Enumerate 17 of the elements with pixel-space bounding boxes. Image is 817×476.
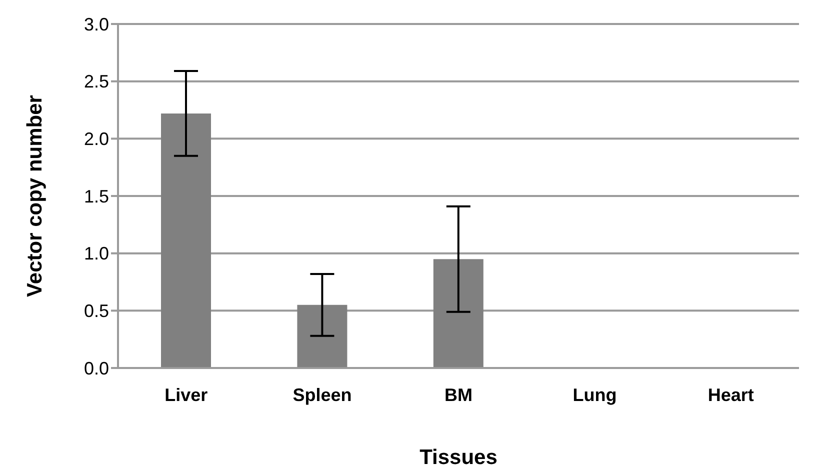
- y-tick-label: 1.5: [84, 186, 109, 206]
- bar: [433, 259, 484, 368]
- bar: [161, 113, 211, 368]
- x-tick-label: Lung: [572, 384, 617, 405]
- y-tick-label: 1.0: [84, 244, 109, 264]
- x-tick-label: Liver: [164, 384, 208, 405]
- y-tick-label: 2.5: [84, 72, 109, 92]
- y-tick-label: 0.5: [84, 301, 109, 322]
- x-tick-label: BM: [444, 384, 472, 405]
- x-axis-title: Tissues: [420, 446, 498, 469]
- y-tick-label: 2.0: [84, 129, 109, 150]
- y-axis-title: Vector copy number: [23, 95, 46, 297]
- y-tick-label: 0.0: [84, 358, 109, 378]
- bar: [297, 304, 348, 368]
- x-tick-label: Spleen: [292, 384, 352, 405]
- y-tick-label: 3.0: [84, 14, 109, 34]
- x-tick-label: Heart: [708, 384, 754, 405]
